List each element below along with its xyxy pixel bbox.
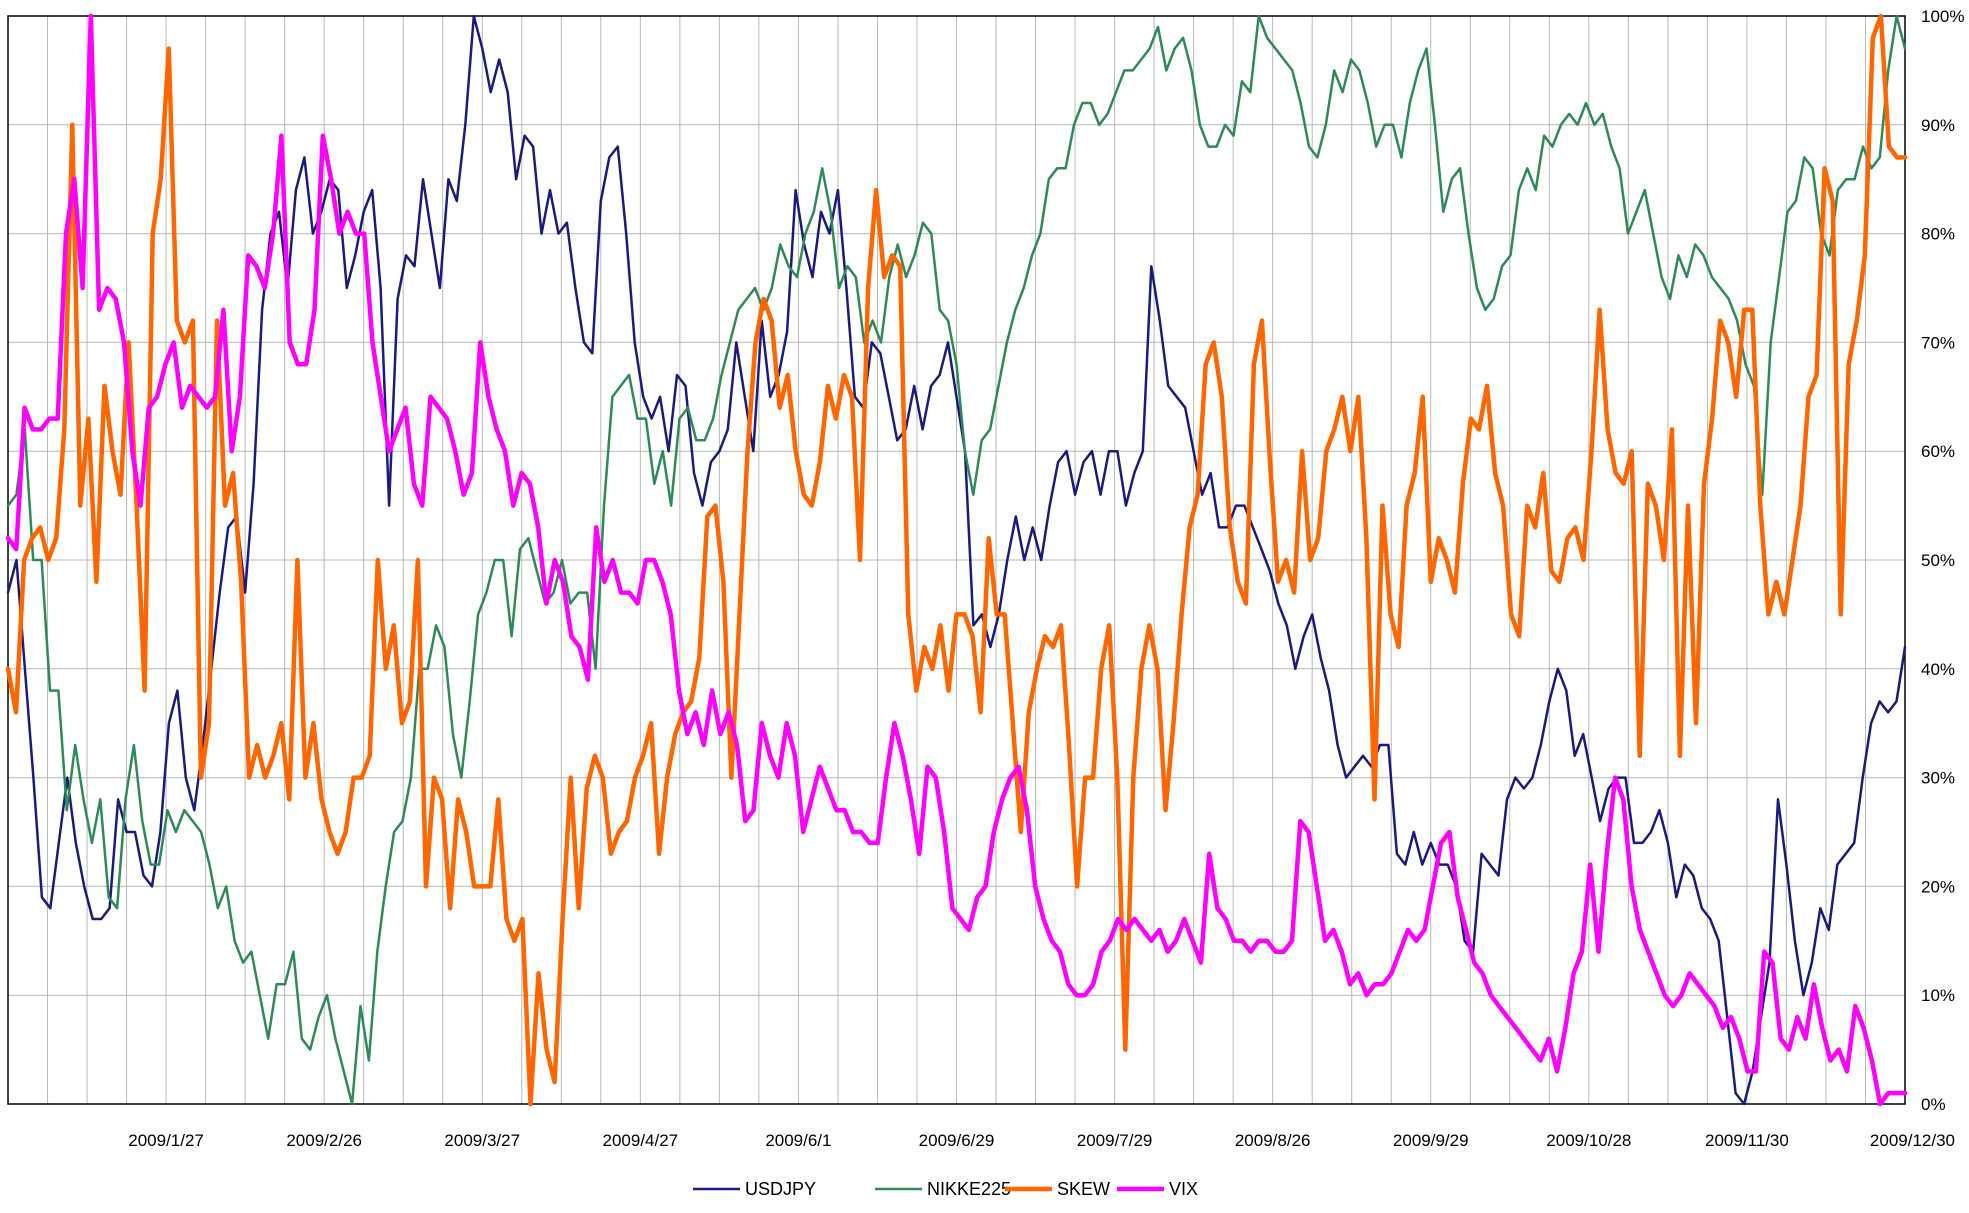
y-tick-label: 100% xyxy=(1921,7,1964,26)
series-layer xyxy=(5,13,1908,1107)
x-axis-tick-labels: 2009/1/27 2009/2/26 2009/3/27 2009/4/27 2009… xyxy=(128,1131,1955,1150)
y-tick-label: 80% xyxy=(1921,225,1955,244)
y-tick-label: 40% xyxy=(1921,660,1955,679)
x-tick-label: 2009/11/30 xyxy=(1705,1131,1789,1150)
legend-label-nikke225: NIKKE225 xyxy=(927,1179,1011,1199)
series-line-vix xyxy=(5,13,1908,1107)
plot-area-border xyxy=(7,15,1906,1105)
x-tick-label: 2009/12/30 xyxy=(1870,1131,1955,1150)
y-tick-label: 50% xyxy=(1921,551,1955,570)
series-line-nikke225 xyxy=(6,14,1907,1106)
y-tick-label: 20% xyxy=(1921,877,1955,896)
y-tick-label: 0% xyxy=(1921,1095,1946,1114)
y-tick-label: 60% xyxy=(1921,442,1955,461)
legend: USDJPY NIKKE225 SKEW VIX xyxy=(693,1179,1198,1199)
legend-label-vix: VIX xyxy=(1169,1179,1198,1199)
x-tick-label: 2009/1/27 xyxy=(128,1131,204,1150)
series-line-skew xyxy=(5,13,1908,1107)
x-tick-label: 2009/8/26 xyxy=(1235,1131,1311,1150)
x-tick-label: 2009/4/27 xyxy=(603,1131,679,1150)
y-tick-label: 30% xyxy=(1921,769,1955,788)
y-tick-label: 90% xyxy=(1921,116,1955,135)
x-tick-label: 2009/3/27 xyxy=(444,1131,520,1150)
y-tick-label: 70% xyxy=(1921,333,1955,352)
y-tick-label: 10% xyxy=(1921,986,1955,1005)
legend-label-skew: SKEW xyxy=(1057,1179,1110,1199)
x-tick-label: 2009/7/29 xyxy=(1077,1131,1153,1150)
x-tick-label: 2009/10/28 xyxy=(1546,1131,1631,1150)
x-tick-label: 2009/6/1 xyxy=(765,1131,831,1150)
y-axis-tick-labels: 0% 10% 20% 30% 40% 50% 60% 70% 80% 90% 100% xyxy=(1921,7,1964,1114)
x-tick-label: 2009/6/29 xyxy=(919,1131,995,1150)
x-tick-label: 2009/2/26 xyxy=(286,1131,362,1150)
x-tick-label: 2009/9/29 xyxy=(1393,1131,1469,1150)
series-line-usdjpy xyxy=(6,14,1907,1106)
legend-label-usdjpy: USDJPY xyxy=(745,1179,816,1199)
